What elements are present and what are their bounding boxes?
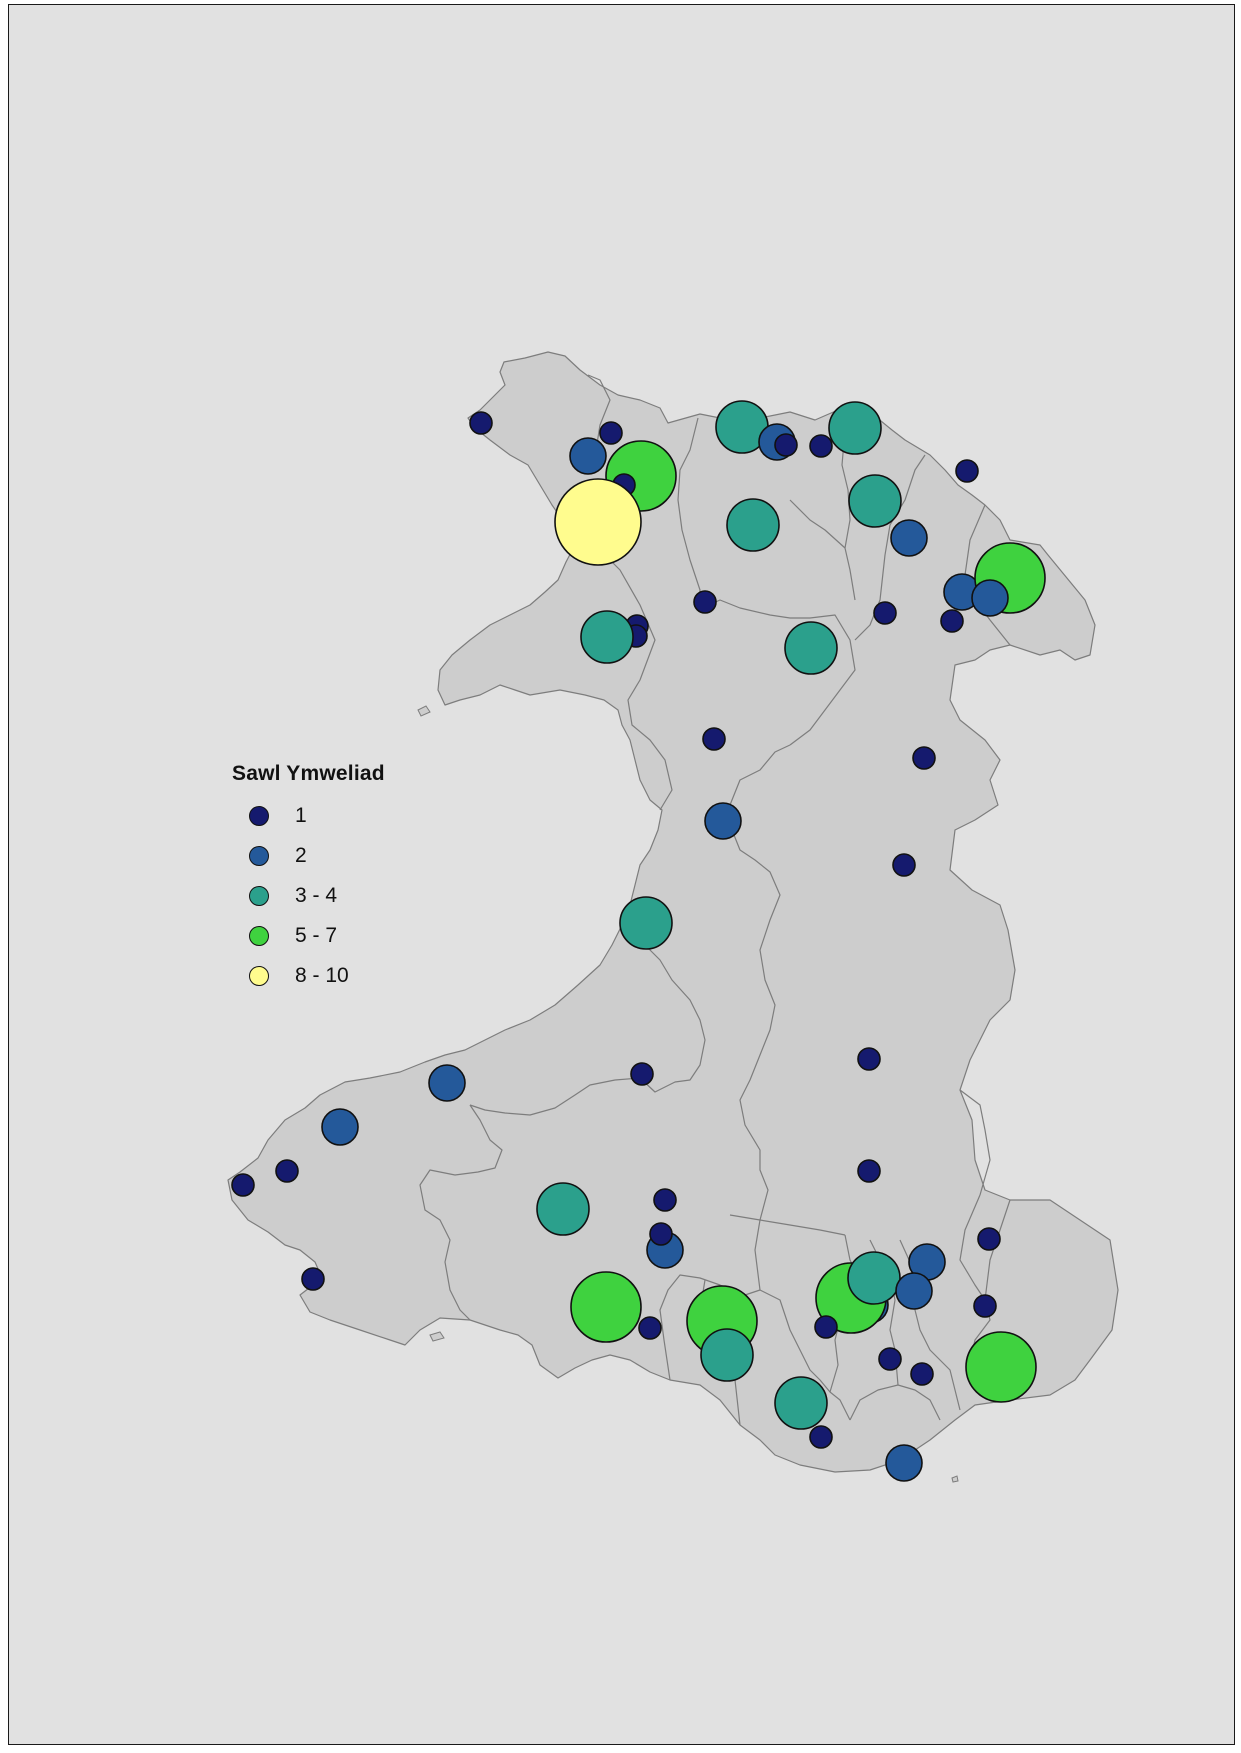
visit-symbol [428, 1064, 466, 1102]
visit-symbol [912, 746, 936, 770]
legend-label: 2 [295, 844, 307, 867]
wales-mainland [227, 351, 1119, 1473]
visit-symbol [885, 1444, 923, 1482]
visit-symbol [704, 802, 742, 840]
visit-symbol [973, 1294, 997, 1318]
visit-symbol [965, 1331, 1037, 1403]
flat-holm [951, 1475, 959, 1483]
caldey-island [429, 1331, 445, 1342]
legend-swatch [249, 886, 269, 906]
visit-symbol [580, 610, 634, 664]
visit-symbol [231, 1173, 255, 1197]
visit-symbol [638, 1316, 662, 1340]
legend-swatch [249, 966, 269, 986]
visit-symbol [469, 411, 493, 435]
visit-symbol [857, 1159, 881, 1183]
legend-swatch [249, 806, 269, 826]
legend-item: 2 [232, 836, 385, 876]
visit-symbol [619, 896, 673, 950]
visit-symbol [910, 1362, 934, 1386]
visit-symbol [892, 853, 916, 877]
visit-symbol [693, 590, 717, 614]
legend-label: 3 - 4 [295, 884, 338, 907]
wales-landmass [227, 351, 1119, 1483]
county-boundaries [419, 374, 1011, 1426]
visit-symbol [809, 434, 833, 458]
legend-item: 1 [232, 796, 385, 836]
visit-symbol [599, 421, 623, 445]
legend-title: Sawl Ymweliad [232, 762, 385, 785]
legend-label: 5 - 7 [295, 924, 338, 947]
legend-label: 1 [295, 804, 307, 827]
visit-symbol [878, 1347, 902, 1371]
visit-symbol [700, 1328, 754, 1382]
visit-symbol [570, 1271, 642, 1343]
visit-symbol [726, 498, 780, 552]
legend-swatch [249, 846, 269, 866]
legend-item: 5 - 7 [232, 916, 385, 956]
visit-symbols [231, 400, 1046, 1482]
visit-symbol [569, 437, 607, 475]
visit-symbol [702, 727, 726, 751]
visit-symbol [774, 1376, 828, 1430]
visit-symbol [554, 478, 642, 566]
bardsey-island [417, 705, 431, 717]
visit-symbol [653, 1188, 677, 1212]
visit-symbol [971, 579, 1009, 617]
legend-item: 8 - 10 [232, 956, 385, 996]
visit-symbol [774, 433, 798, 457]
visit-symbol [873, 601, 897, 625]
visit-symbol [784, 621, 838, 675]
visit-symbol [301, 1267, 325, 1291]
visit-symbol [814, 1315, 838, 1339]
map-frame [8, 4, 1235, 1745]
legend-swatch [249, 926, 269, 946]
visit-symbol [940, 609, 964, 633]
legend-item: 3 - 4 [232, 876, 385, 916]
legend-label: 8 - 10 [295, 964, 349, 987]
visit-symbol [321, 1108, 359, 1146]
visit-symbol [955, 459, 979, 483]
visit-symbol [890, 519, 928, 557]
visit-symbol [630, 1062, 654, 1086]
visit-symbol [977, 1227, 1001, 1251]
visit-symbol [857, 1047, 881, 1071]
visit-symbol [848, 474, 902, 528]
visit-symbol [809, 1425, 833, 1449]
visit-symbol [828, 401, 882, 455]
visit-symbol [536, 1182, 590, 1236]
visit-symbol [275, 1159, 299, 1183]
visit-symbol [649, 1222, 673, 1246]
legend: Sawl Ymweliad 1 2 3 - 4 5 - 7 8 - 10 [232, 762, 385, 996]
visit-symbol [847, 1251, 901, 1305]
visit-symbol [895, 1272, 933, 1310]
